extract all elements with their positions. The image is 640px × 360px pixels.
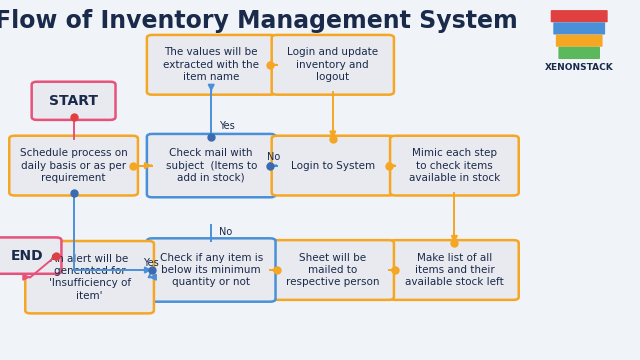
Text: Yes: Yes: [143, 258, 158, 268]
FancyBboxPatch shape: [390, 240, 519, 300]
FancyBboxPatch shape: [272, 35, 394, 95]
FancyBboxPatch shape: [0, 238, 61, 274]
FancyBboxPatch shape: [147, 134, 275, 197]
FancyBboxPatch shape: [147, 35, 275, 95]
Text: No: No: [267, 152, 280, 162]
Text: END: END: [12, 249, 44, 262]
FancyBboxPatch shape: [272, 136, 394, 195]
Text: Sheet will be
mailed to
respective person: Sheet will be mailed to respective perso…: [286, 253, 380, 287]
Text: Schedule process on
daily basis or as per
requirement: Schedule process on daily basis or as pe…: [20, 148, 127, 183]
Text: Mimic each step
to check items
available in stock: Mimic each step to check items available…: [409, 148, 500, 183]
FancyBboxPatch shape: [147, 238, 275, 302]
Text: Yes: Yes: [220, 121, 235, 131]
FancyBboxPatch shape: [32, 82, 115, 120]
Text: The values will be
extracted with the
item name: The values will be extracted with the it…: [163, 48, 259, 82]
Text: Check if any item is
below its minimum
quantity or not: Check if any item is below its minimum q…: [159, 253, 263, 287]
FancyBboxPatch shape: [390, 136, 519, 195]
FancyBboxPatch shape: [26, 241, 154, 313]
Text: Flow of Inventory Management System: Flow of Inventory Management System: [0, 9, 517, 33]
FancyBboxPatch shape: [272, 240, 394, 300]
Text: Login and update
inventory and
logout: Login and update inventory and logout: [287, 48, 378, 82]
Text: XENONSTACK: XENONSTACK: [545, 63, 614, 72]
Text: Login to System: Login to System: [291, 161, 375, 171]
FancyBboxPatch shape: [553, 22, 605, 35]
Text: START: START: [49, 94, 98, 108]
Text: An alert will be
generated for
'Insufficiency of
item': An alert will be generated for 'Insuffic…: [49, 253, 131, 301]
Text: Check mail with
subject  (Items to
add in stock): Check mail with subject (Items to add in…: [166, 148, 257, 183]
FancyBboxPatch shape: [550, 10, 608, 22]
FancyBboxPatch shape: [10, 136, 138, 195]
FancyBboxPatch shape: [556, 35, 603, 47]
Text: No: No: [219, 227, 232, 237]
FancyBboxPatch shape: [559, 47, 600, 59]
Text: Make list of all
items and their
available stock left: Make list of all items and their availab…: [405, 253, 504, 287]
